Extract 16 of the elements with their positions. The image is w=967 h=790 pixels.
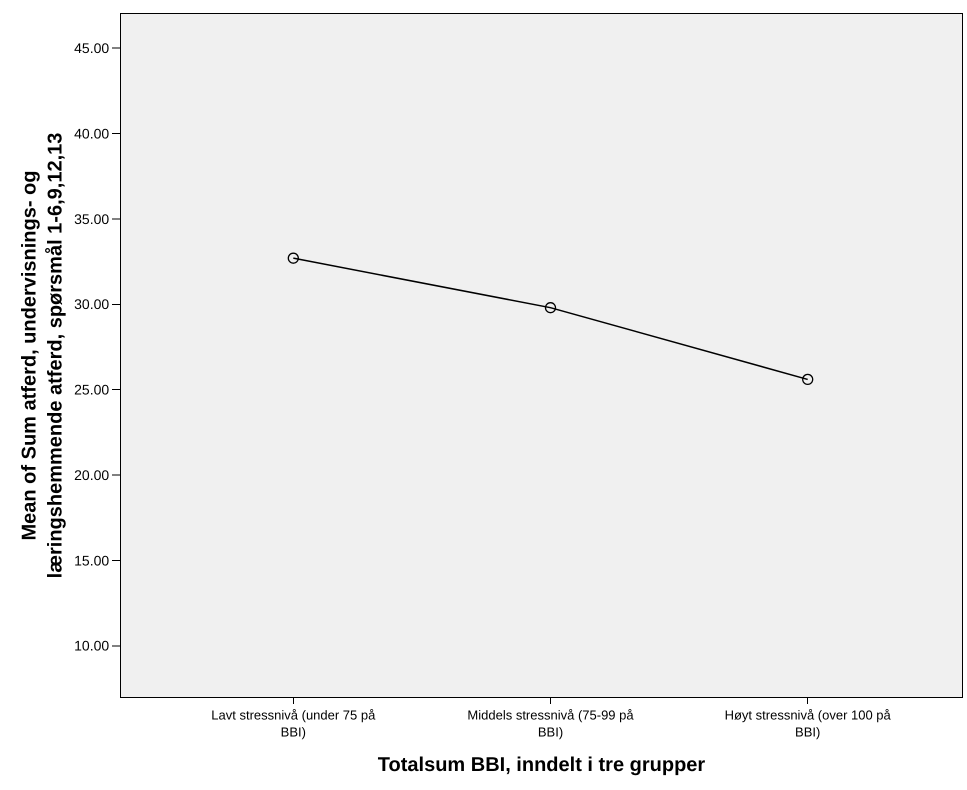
y-tick-label: 45.00	[74, 40, 110, 56]
y-tick-label: 25.00	[74, 382, 110, 398]
x-axis-title: Totalsum BBI, inndelt i tre grupper	[378, 754, 706, 776]
x-tick-label: Middels stressnivå (75-99 på BBI)	[467, 708, 634, 740]
x-tick-label: Lavt stressnivå (under 75 på BBI)	[211, 708, 376, 740]
y-tick-label: 35.00	[74, 210, 110, 227]
y-tick-label: 10.00	[74, 638, 110, 654]
y-tick-label: 20.00	[74, 466, 110, 483]
x-tick-label: Høyt stressnivå (over 100 på BBI)	[724, 708, 892, 740]
y-axis-title: Mean of Sum atferd, undervisnings- og læringshemmende atferd, spørsmål 1-6,9,12,13	[18, 132, 67, 578]
y-tick-label: 30.00	[74, 296, 110, 312]
y-tick-label: 15.00	[74, 552, 110, 568]
y-tick-label: 40.00	[74, 125, 110, 142]
point	[802, 374, 814, 386]
point	[544, 302, 556, 314]
point	[288, 252, 299, 264]
